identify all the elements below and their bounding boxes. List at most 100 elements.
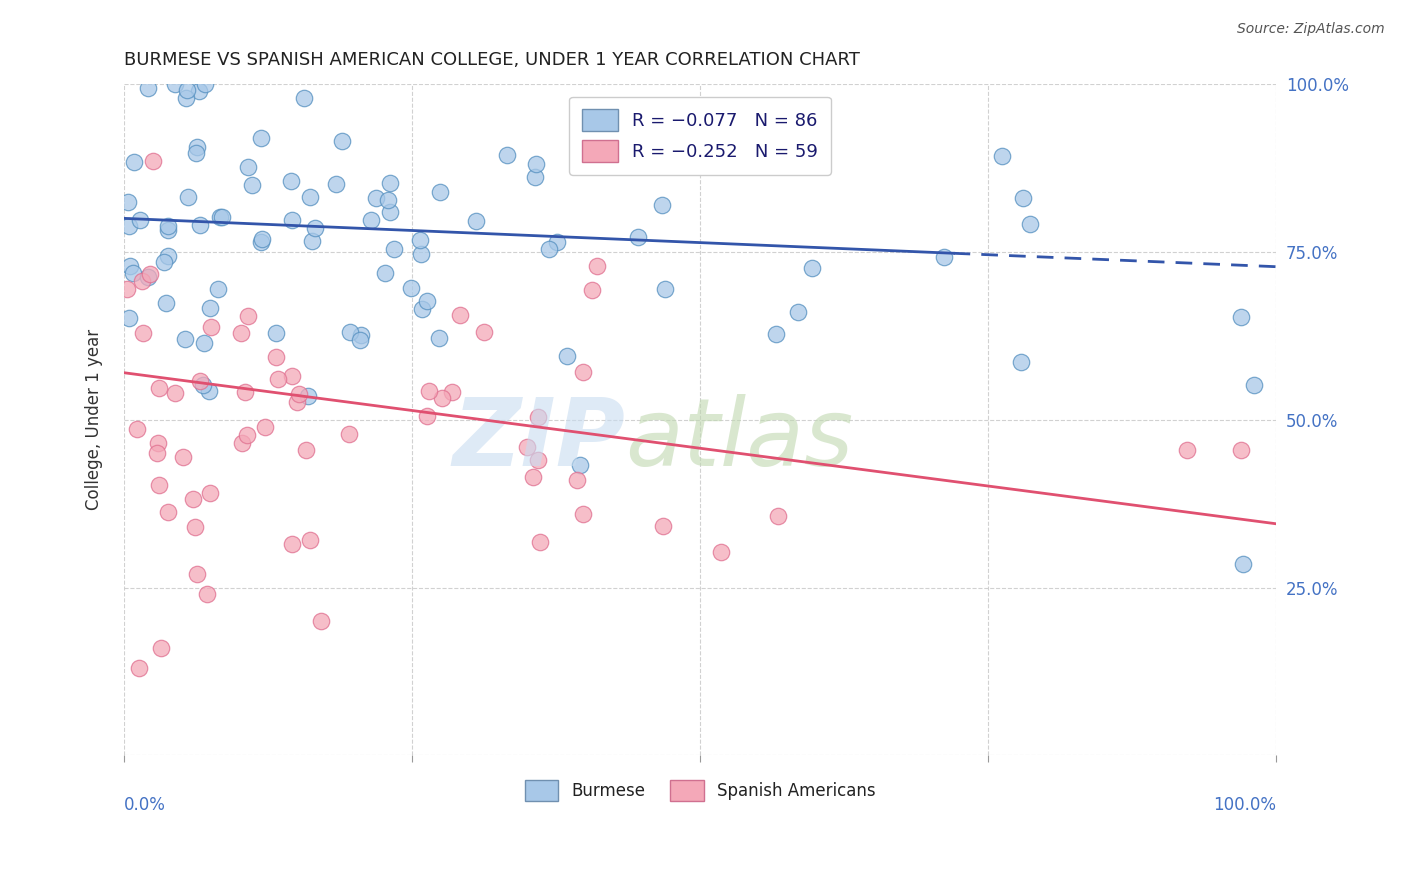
Point — [399, 281, 422, 295]
Point — [990, 149, 1012, 163]
Point — [292, 90, 315, 104]
Text: ZIP: ZIP — [453, 394, 626, 486]
Text: 0.0%: 0.0% — [124, 796, 166, 814]
Point — [1230, 310, 1253, 325]
Point — [238, 160, 260, 174]
Point — [350, 327, 373, 342]
Point — [186, 140, 208, 154]
Point — [685, 121, 707, 136]
Point — [295, 442, 318, 457]
Point — [309, 614, 332, 628]
Point — [301, 234, 323, 248]
Point — [236, 309, 259, 323]
Point — [801, 261, 824, 276]
Point — [149, 640, 172, 655]
Text: atlas: atlas — [626, 394, 853, 485]
Point — [148, 381, 170, 395]
Point — [197, 384, 219, 398]
Point — [360, 212, 382, 227]
Point — [250, 232, 273, 246]
Point — [522, 470, 544, 484]
Point — [297, 389, 319, 403]
Point — [200, 486, 222, 500]
Point — [186, 567, 208, 582]
Point — [546, 235, 568, 249]
Point — [654, 282, 676, 296]
Point — [250, 235, 273, 249]
Point — [337, 426, 360, 441]
Point — [145, 445, 167, 459]
Point — [409, 246, 432, 260]
Point — [172, 450, 194, 464]
Text: 100.0%: 100.0% — [1213, 796, 1277, 814]
Point — [380, 176, 402, 190]
Point — [429, 185, 451, 199]
Point — [787, 305, 810, 319]
Point — [441, 385, 464, 400]
Point — [264, 326, 287, 340]
Point — [516, 440, 538, 454]
Point — [264, 350, 287, 364]
Point — [364, 191, 387, 205]
Point — [267, 372, 290, 386]
Point — [153, 254, 176, 268]
Point — [231, 436, 253, 450]
Point — [288, 387, 311, 401]
Point — [382, 242, 405, 256]
Point — [411, 302, 433, 317]
Point — [240, 178, 263, 192]
Point — [523, 170, 546, 185]
Point — [325, 177, 347, 191]
Point — [194, 77, 217, 91]
Point — [409, 233, 432, 247]
Point — [1243, 378, 1265, 392]
Point — [176, 190, 198, 204]
Text: Source: ZipAtlas.com: Source: ZipAtlas.com — [1237, 22, 1385, 37]
Point — [136, 80, 159, 95]
Point — [208, 210, 231, 224]
Point — [138, 267, 160, 281]
Point — [176, 82, 198, 96]
Point — [652, 518, 675, 533]
Point — [165, 386, 187, 401]
Point — [432, 392, 454, 406]
Point — [281, 369, 304, 384]
Point — [281, 537, 304, 551]
Point — [349, 334, 371, 348]
Point — [235, 427, 257, 442]
Point — [1232, 557, 1254, 571]
Point — [188, 218, 211, 232]
Point — [1010, 355, 1032, 369]
Point — [200, 320, 222, 334]
Point — [527, 409, 550, 424]
Point — [285, 395, 308, 409]
Y-axis label: College, Under 1 year: College, Under 1 year — [86, 329, 103, 510]
Point — [281, 213, 304, 227]
Point — [156, 505, 179, 519]
Point — [555, 349, 578, 363]
Point — [766, 508, 789, 523]
Point — [527, 452, 550, 467]
Point — [156, 219, 179, 234]
Point — [117, 194, 139, 209]
Point — [131, 274, 153, 288]
Point — [567, 473, 589, 487]
Point — [581, 283, 603, 297]
Point — [229, 326, 252, 340]
Point — [157, 223, 180, 237]
Point — [377, 193, 399, 207]
Point — [298, 190, 321, 204]
Point — [156, 249, 179, 263]
Point — [524, 157, 547, 171]
Point — [128, 661, 150, 675]
Point — [1230, 442, 1253, 457]
Point — [378, 205, 401, 219]
Point — [142, 154, 165, 169]
Point — [427, 331, 450, 345]
Point — [339, 326, 361, 340]
Point — [184, 146, 207, 161]
Point — [496, 147, 519, 161]
Point — [472, 326, 495, 340]
Point — [195, 587, 218, 601]
Point — [418, 384, 440, 398]
